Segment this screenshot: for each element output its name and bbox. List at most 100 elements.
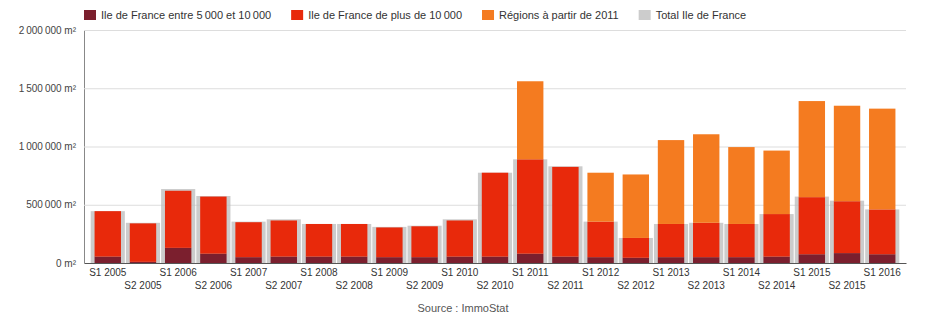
bar <box>447 257 473 263</box>
tick: S2 2014 <box>758 280 796 291</box>
bar <box>869 109 895 210</box>
tick: S2 2008 <box>336 280 374 291</box>
bar <box>271 220 297 221</box>
bar <box>658 224 684 257</box>
bar <box>513 159 547 263</box>
tick: S1 2015 <box>793 267 831 278</box>
bar <box>623 174 649 237</box>
tick: S2 2006 <box>195 280 233 291</box>
bar <box>619 238 653 263</box>
bar <box>799 197 825 254</box>
chart: 0 m²500 000 m²1 000 000 m²1 500 000 m²2 … <box>0 0 926 317</box>
tick-label: S2 2015 <box>828 280 866 291</box>
bar <box>763 151 789 214</box>
tick-label: S1 2010 <box>441 267 479 278</box>
axis-line <box>85 263 907 264</box>
bar <box>95 211 121 212</box>
axis-line <box>85 31 907 264</box>
bar <box>834 253 860 263</box>
bar <box>267 219 301 263</box>
bar <box>341 223 367 224</box>
grid-line <box>84 30 906 31</box>
bar <box>482 172 508 173</box>
bar <box>869 254 895 263</box>
bar <box>306 257 332 263</box>
tick-label: S1 2013 <box>652 267 690 278</box>
legend-label: Total Ile de France <box>656 9 747 21</box>
tick: S1 2007 <box>230 267 268 278</box>
bar <box>834 201 860 253</box>
tick-label: S2 2005 <box>124 280 162 291</box>
x-axis: S1 2005S2 2005S1 2006S2 2006S1 2007S2 20… <box>85 264 907 292</box>
tick-label: S2 2012 <box>617 280 655 291</box>
legend-item: Total Ile de France <box>639 9 747 21</box>
bar <box>235 222 261 223</box>
bar <box>724 224 758 263</box>
bar <box>763 214 789 257</box>
bar <box>760 214 794 263</box>
bar <box>126 223 160 263</box>
legend-swatch <box>482 10 494 20</box>
bar <box>411 257 437 263</box>
bar <box>271 220 297 256</box>
tick-label: 2 000 000 m² <box>19 25 77 36</box>
tick: S2 2005 <box>124 280 162 291</box>
bar <box>478 173 512 263</box>
bar <box>165 191 191 248</box>
bar <box>196 196 230 263</box>
tick: 2 000 000 m² <box>19 25 906 36</box>
bar <box>689 223 723 263</box>
tick: S2 2009 <box>406 280 444 291</box>
bar <box>482 173 508 257</box>
bar <box>623 258 649 263</box>
annotation: Source : ImmoStat <box>417 302 508 314</box>
bar <box>447 220 473 256</box>
bar <box>337 224 371 263</box>
bar <box>693 134 719 223</box>
bar <box>271 257 297 263</box>
legend-item: Régions à partir de 2011 <box>482 9 619 21</box>
tick-label: S2 2013 <box>688 280 726 291</box>
bar <box>165 248 191 263</box>
bar <box>306 224 332 257</box>
bar <box>728 147 754 224</box>
bar <box>658 257 684 263</box>
bar <box>587 222 613 258</box>
bar <box>517 81 543 159</box>
bar <box>623 238 649 258</box>
bar <box>728 257 754 263</box>
bar <box>869 209 895 254</box>
tick-label: S2 2011 <box>547 280 584 291</box>
tick-label: 1 500 000 m² <box>19 83 77 94</box>
bars <box>91 81 900 263</box>
bar <box>130 262 156 263</box>
bar <box>834 106 860 202</box>
tick-label: S2 2014 <box>758 280 796 291</box>
bar <box>306 223 332 224</box>
bar <box>130 223 156 261</box>
series <box>517 81 895 238</box>
bar <box>795 197 829 263</box>
tick: S1 2009 <box>371 267 409 278</box>
y-axis: 0 m²500 000 m²1 000 000 m²1 500 000 m²2 … <box>19 25 906 269</box>
tick-label: S1 2008 <box>300 267 338 278</box>
bar <box>552 167 578 257</box>
bar <box>235 222 261 257</box>
bar <box>693 257 719 263</box>
tick: S1 2014 <box>723 267 761 278</box>
bar <box>447 220 473 221</box>
bar <box>232 222 266 263</box>
tick-label: S1 2015 <box>793 267 831 278</box>
bar <box>830 201 864 263</box>
bar <box>302 224 336 263</box>
bar <box>376 227 402 228</box>
legend-swatch <box>84 10 96 20</box>
tick-label: S1 2014 <box>723 267 761 278</box>
bar <box>95 257 121 263</box>
tick-label: 1 000 000 m² <box>19 141 77 152</box>
bar <box>728 224 754 257</box>
legend: Ile de France entre 5 000 et 10 000Ile d… <box>84 9 746 21</box>
bar <box>763 257 789 263</box>
tick-label: S1 2006 <box>160 267 198 278</box>
tick-label: 500 000 m² <box>26 199 76 210</box>
